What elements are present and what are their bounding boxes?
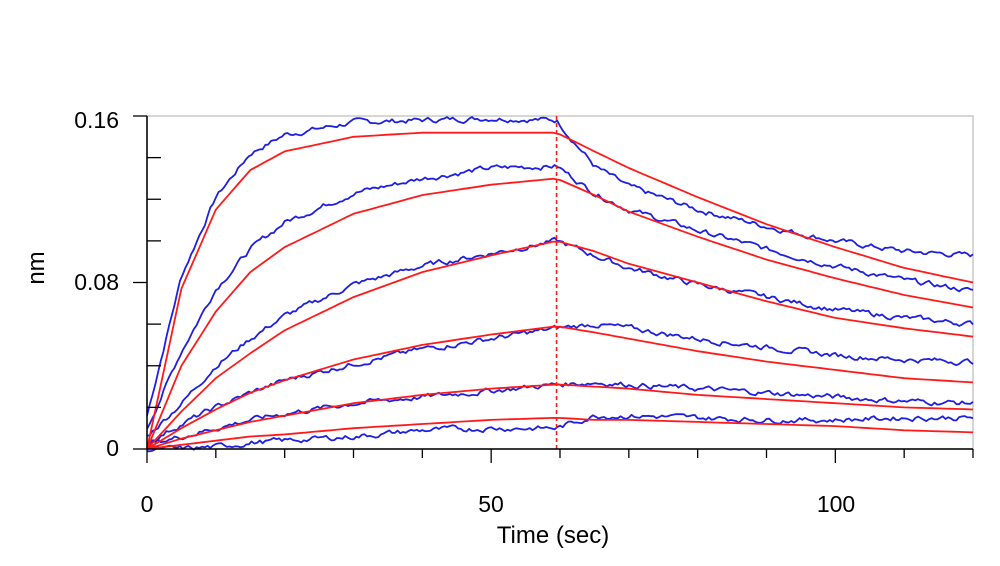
x-tick-label-100: 100 bbox=[817, 491, 855, 517]
fit-curve-2 bbox=[146, 177, 974, 450]
measured-curve-6 bbox=[146, 413, 974, 453]
y-tick-label-0.08: 0.08 bbox=[74, 269, 119, 295]
fit-curve-5 bbox=[146, 383, 974, 450]
x-tick-label-50: 50 bbox=[478, 491, 504, 517]
fit-curve-3 bbox=[146, 240, 974, 450]
fit-curve-1 bbox=[146, 131, 974, 450]
axis-ticks bbox=[133, 115, 974, 463]
y-tick-label-0: 0 bbox=[106, 435, 119, 461]
y-tick-label-0.16: 0.16 bbox=[74, 107, 119, 133]
measured-curve-2 bbox=[146, 164, 974, 430]
fit-curve-4 bbox=[146, 325, 974, 450]
plot-frame bbox=[146, 115, 974, 450]
fit-curves bbox=[146, 131, 974, 450]
fit-curve-6 bbox=[146, 417, 974, 450]
measured-curve-1 bbox=[146, 116, 974, 416]
x-axis-title: Time (sec) bbox=[497, 522, 609, 549]
y-axis-title: nm bbox=[23, 251, 50, 284]
x-tick-label-0: 0 bbox=[141, 491, 154, 517]
